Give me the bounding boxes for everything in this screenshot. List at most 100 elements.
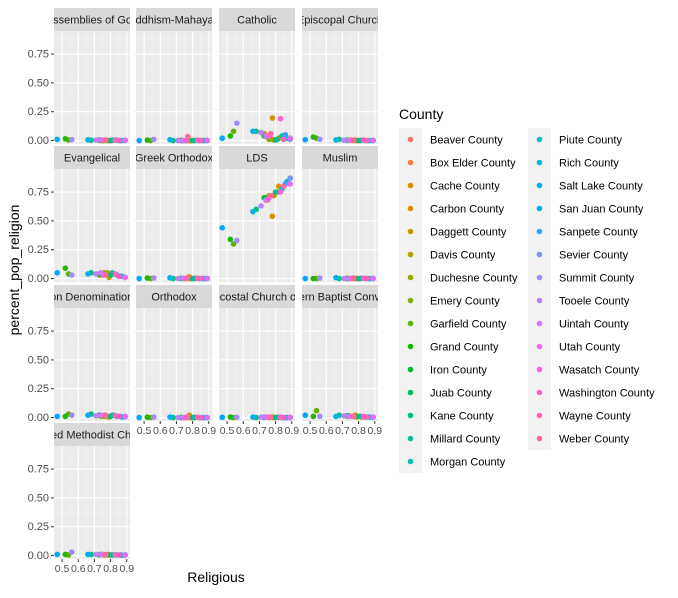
legend-key-point	[407, 159, 414, 166]
point-assemblies-of-god-san-juan-county	[54, 136, 61, 143]
gridlines	[54, 308, 130, 421]
point-greek-orthodox-tooele-county	[175, 275, 181, 282]
gridlines	[219, 169, 295, 282]
point-episcopal-church-summit-county	[316, 136, 323, 143]
legend-item-box-elder-county: Box Elder County	[399, 151, 516, 174]
legend-key-point	[407, 320, 414, 327]
legend-item-utah-county: Utah County	[528, 335, 621, 358]
legend-label: Weber County	[559, 434, 630, 446]
data-points	[54, 549, 128, 558]
y-tick-label: 0.00	[28, 412, 49, 424]
legend-key-point	[407, 228, 414, 235]
point-catholic-carbon-county	[269, 115, 276, 121]
point-catholic-millard-county	[274, 136, 281, 143]
point-evangelical-summit-county	[68, 272, 75, 278]
legend-key-point	[407, 435, 414, 442]
data-points	[302, 134, 376, 144]
point-lds-san-juan-county	[219, 225, 226, 231]
facet-strip	[219, 285, 295, 308]
facet-panel-background	[302, 169, 378, 282]
facet-muslim: Muslim	[302, 146, 378, 282]
facet-strip-label: Southern Baptist Convention	[270, 292, 410, 304]
x-tick-label: 0.6	[153, 425, 168, 437]
point-pentecostal-church-of-god-tooele-county	[258, 414, 264, 420]
facet-strip	[54, 423, 130, 446]
point-assemblies-of-god-salt-lake-county	[85, 137, 91, 143]
data-points	[136, 274, 210, 282]
point-pentecostal-church-of-god-san-juan-county	[219, 414, 226, 421]
point-muslim-grand-county	[310, 275, 317, 282]
facet-strip-label: Greek Orthodox	[135, 153, 214, 165]
x-tick-label: 0.7	[252, 425, 267, 437]
legend-label: Salt Lake County	[559, 181, 643, 193]
legend-key-point	[536, 205, 543, 212]
point-muslim-weber-county	[350, 275, 357, 281]
legend-item-wayne-county: Wayne County	[528, 404, 631, 427]
legend-label: Wasatch County	[559, 365, 640, 377]
y-axis-label: percent_pop_religion	[6, 205, 22, 336]
legend-item-carbon-county: Carbon County	[399, 197, 504, 220]
point-non-denominational-weber-county	[102, 412, 109, 419]
point-evangelical-weber-county	[102, 272, 109, 278]
legend-key-point	[407, 136, 414, 143]
point-greek-orthodox-wayne-county	[197, 275, 204, 282]
facet-panel-background	[219, 308, 295, 421]
legend-key-point	[536, 159, 543, 166]
point-muslim-wayne-county	[363, 275, 370, 282]
point-orthodox-summit-county	[150, 414, 157, 420]
legend-item-emery-county: Emery County	[399, 289, 500, 312]
point-muslim-utah-county	[370, 275, 376, 282]
data-points	[136, 133, 210, 144]
y-tick-label: 0.75	[28, 464, 49, 476]
x-tick-label: 0.9	[201, 425, 216, 437]
data-points	[136, 412, 210, 421]
legend-key-point	[536, 182, 543, 189]
x-tick-label: 0.6	[236, 425, 251, 437]
facet-greek-orthodox: Greek Orthodox	[135, 146, 214, 282]
point-orthodox-salt-lake-county	[167, 414, 173, 420]
point-buddhism-mahayana-summit-county	[150, 136, 157, 143]
x-tick-label: 0.7	[169, 425, 184, 437]
legend-item-kane-county: Kane County	[399, 404, 494, 427]
y-tick-label: 0.25	[28, 106, 49, 118]
legend-label: Iron County	[430, 365, 487, 377]
legend-key-point	[536, 274, 543, 281]
point-lds-summit-county	[233, 237, 240, 244]
point-assemblies-of-god-weber-county	[102, 137, 109, 143]
legend-label: Emery County	[430, 296, 500, 308]
point-episcopal-church-tooele-county	[341, 137, 347, 143]
point-non-denominational-summit-county	[68, 412, 75, 419]
point-catholic-grand-county	[227, 133, 234, 139]
legend-label: Box Elder County	[430, 158, 516, 170]
point-pentecostal-church-of-god-utah-county	[287, 414, 293, 421]
legend-label: Juab County	[430, 388, 492, 400]
x-tick-label: 0.9	[367, 425, 382, 437]
point-united-methodist-church-grand-county	[62, 551, 69, 558]
facet-strip	[219, 8, 295, 31]
point-southern-baptist-convention-weber-county	[350, 413, 357, 420]
facet-strip	[136, 8, 212, 31]
legend-key-point	[536, 228, 543, 235]
point-buddhism-mahayana-san-juan-county	[136, 137, 143, 144]
point-lds-weber-county	[267, 192, 274, 199]
facet-buddhism-mahayana: Buddhism-Mahayana	[136, 8, 212, 144]
legend: County Beaver County Box Elder County Cache…	[399, 106, 655, 473]
point-greek-orthodox-utah-county	[204, 275, 210, 282]
legend-label: Morgan County	[430, 457, 506, 469]
legend-label: Daggett County	[430, 227, 507, 239]
legend-item-summit-county: Summit County	[528, 266, 635, 289]
point-orthodox-grand-county	[144, 414, 151, 420]
legend-key-point	[536, 389, 543, 396]
point-buddhism-mahayana-tooele-county	[175, 137, 181, 144]
legend-key-point	[536, 297, 543, 304]
facet-non-denominational: Non Denominational	[54, 285, 130, 421]
x-tick-label: 0.9	[119, 563, 134, 575]
x-tick-label: 0.5	[303, 425, 318, 437]
point-catholic-weber-county	[267, 130, 274, 137]
x-axis-label: Religious	[187, 569, 245, 585]
legend-item-piute-county: Piute County	[528, 128, 622, 151]
legend-item-iron-county: Iron County	[399, 358, 487, 381]
legend-label: Piute County	[559, 135, 622, 147]
point-orthodox-tooele-county	[175, 414, 181, 421]
